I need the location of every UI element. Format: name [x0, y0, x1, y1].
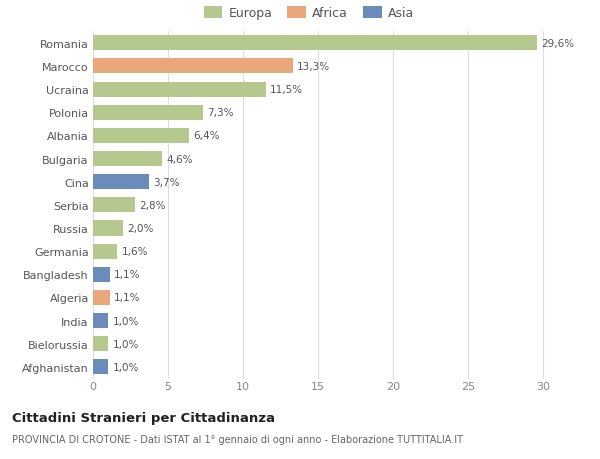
- Text: 4,6%: 4,6%: [167, 154, 193, 164]
- Bar: [93, 221, 123, 236]
- Text: 13,3%: 13,3%: [297, 62, 330, 72]
- Text: 1,0%: 1,0%: [113, 316, 139, 326]
- Text: PROVINCIA DI CROTONE - Dati ISTAT al 1° gennaio di ogni anno - Elaborazione TUTT: PROVINCIA DI CROTONE - Dati ISTAT al 1° …: [12, 434, 463, 444]
- Text: 3,7%: 3,7%: [153, 177, 179, 187]
- Bar: [93, 359, 108, 375]
- Bar: [93, 129, 189, 144]
- Bar: [93, 59, 293, 74]
- Text: 2,0%: 2,0%: [128, 224, 154, 234]
- Text: 1,6%: 1,6%: [121, 246, 148, 257]
- Text: Cittadini Stranieri per Cittadinanza: Cittadini Stranieri per Cittadinanza: [12, 411, 275, 424]
- Bar: [93, 244, 117, 259]
- Text: 2,8%: 2,8%: [139, 201, 166, 210]
- Text: 1,1%: 1,1%: [114, 293, 140, 303]
- Text: 1,1%: 1,1%: [114, 270, 140, 280]
- Bar: [93, 36, 537, 51]
- Text: 29,6%: 29,6%: [542, 39, 575, 49]
- Text: 11,5%: 11,5%: [270, 85, 303, 95]
- Bar: [93, 106, 203, 121]
- Bar: [93, 290, 110, 305]
- Bar: [93, 336, 108, 352]
- Text: 1,0%: 1,0%: [113, 362, 139, 372]
- Bar: [93, 82, 265, 97]
- Bar: [93, 267, 110, 282]
- Text: 7,3%: 7,3%: [207, 108, 233, 118]
- Text: 6,4%: 6,4%: [193, 131, 220, 141]
- Bar: [93, 175, 149, 190]
- Text: 1,0%: 1,0%: [113, 339, 139, 349]
- Legend: Europa, Africa, Asia: Europa, Africa, Asia: [201, 4, 417, 22]
- Bar: [93, 313, 108, 329]
- Bar: [93, 198, 135, 213]
- Bar: [93, 151, 162, 167]
